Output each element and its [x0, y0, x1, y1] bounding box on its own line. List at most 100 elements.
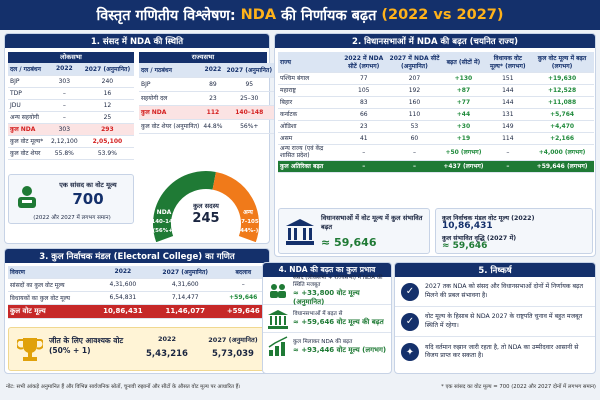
assembly-cell: 23 — [340, 120, 388, 133]
section-parliament-heading: 1. संसद में NDA की स्थिति — [5, 34, 269, 48]
donut-nda-arc — [153, 171, 216, 242]
assembly-col-value-gain: कुल वोट मूल्य में बढ़त (लगभग) — [530, 52, 594, 73]
rajyasabha-cell: 95 — [224, 77, 275, 92]
assembly-col-2027: 2027 में NDA सीटें (अनुमानित) — [387, 52, 442, 73]
footer-asterisk-note: * एक सांसद का वोट मूल्य = 700 (2022 और 2… — [441, 384, 596, 390]
mp-vote-value: 700 — [72, 190, 104, 208]
college-cell: 7,14,477 — [151, 291, 219, 305]
assembly-cell: +4,470 — [530, 120, 594, 133]
assembly-cell: 192 — [387, 84, 442, 97]
table-row: विधायकों का कुल वोट मूल्य 6,54,831 7,14,… — [8, 291, 268, 305]
loksabha-col-party: दल / गठबंधन — [8, 63, 48, 76]
assembly-cell: 149 — [485, 120, 531, 133]
rajyasabha-cell: कुल वोट शेयर (अनुमानित) — [139, 119, 202, 134]
assembly-cell: +19 — [441, 132, 486, 145]
college-gain-value: ≈ 59,646 — [442, 241, 488, 251]
donut-nda-range: 140-148 — [151, 219, 176, 225]
donut-other-arc — [212, 171, 259, 242]
mp-vote-note: (2022 और 2027 में लगभग समान) — [33, 215, 111, 221]
assembly-vote-gain-box: विधानसभाओं में वोट मूल्य में कुल संभावित… — [278, 208, 430, 254]
assembly-cell: असम — [278, 132, 340, 145]
mp-vote-label: एक सांसद का वोट मूल्य — [59, 181, 117, 189]
table-row: सहयोगी दल 23 25–30 — [139, 91, 275, 106]
donut-other-range: 97-105 — [237, 219, 259, 225]
growth-chart-icon — [268, 336, 288, 356]
section-impact-heading: 4. NDA की बढ़त का कुल प्रभाव — [263, 263, 391, 277]
rajyasabha-cell: सहयोगी दल — [139, 91, 202, 106]
table-row: JDU – 12 — [8, 99, 134, 112]
assembly-cell: – — [340, 160, 388, 173]
loksabha-col-2022: 2022 — [47, 63, 81, 76]
college-cell: 4,31,600 — [151, 278, 219, 292]
assembly-cell: पश्चिम बंगाल — [278, 72, 340, 85]
assembly-cell: +77 — [441, 96, 486, 109]
footer-note: नोट: सभी आंकड़े अनुमानित हैं और विभिन्न … — [6, 384, 241, 390]
assembly-cell: महाराष्ट्र — [278, 84, 340, 97]
title-nda: NDA — [240, 7, 277, 23]
college-2022-label: कुल निर्वाचक मंडल वोट मूल्य (2022) — [442, 215, 535, 222]
college-cell: सांसदों का कुल वोट मूल्य — [8, 278, 94, 292]
assembly-col-gain: बढ़त (सीटों में) — [441, 52, 486, 73]
assembly-vote-gain-value: ≈ 59,646 — [321, 236, 377, 249]
loksabha-cell: 303 — [47, 123, 81, 136]
impact-text: संसद (लोकसभा + राज्यसभा) में NDA की स्थि… — [293, 274, 383, 288]
rajyasabha-table: दल / गठबंधन 2022 2027 (अनुमानित) BJP 89 … — [139, 63, 275, 134]
conclusion-text: 2027 तक NDA को संसद और विधानसभाओं दोनों … — [425, 283, 584, 299]
assembly-cell: 41 — [340, 132, 388, 145]
college-cell: 11,46,077 — [151, 304, 219, 319]
loksabha-label: लोकसभा — [8, 52, 134, 63]
college-cell: विधायकों का कुल वोट मूल्य — [8, 291, 94, 305]
assembly-cell: +44 — [441, 108, 486, 121]
assembly-cell: +19,630 — [530, 72, 594, 85]
assembly-cell: 114 — [485, 132, 531, 145]
win-threshold-box: जीत के लिए आवश्यक वोट (50% + 1) 2022 5,4… — [8, 327, 268, 371]
loksabha-col-2027: 2027 (अनुमानित) — [80, 63, 134, 76]
assembly-cell: +59,646 (लगभग) — [530, 160, 594, 173]
impact-item-parliament: संसद (लोकसभा + राज्यसभा) में NDA की स्थि… — [263, 274, 391, 306]
college-col-2027: 2027 (अनुमानित) — [151, 266, 219, 279]
college-cell: +59,646 — [218, 304, 268, 319]
donut-nda-pct: (56%+) — [153, 228, 176, 234]
assembly-cell: कर्नाटक — [278, 108, 340, 121]
assembly-cell: +12,528 — [530, 84, 594, 97]
assembly-cell: – — [485, 144, 531, 161]
assembly-cell: 77 — [340, 72, 388, 85]
loksabha-cell: 55.8% — [47, 147, 81, 160]
conclusion-item: ✓ 2027 तक NDA को संसद और विधानसभाओं दोनो… — [395, 277, 595, 307]
rajyasabha-cell: 140–148 — [224, 105, 275, 120]
section-assemblies-heading: 2. विधानसभाओं में NDA की बढ़त (चयनित राज… — [275, 34, 595, 48]
loksabha-cell: अन्य सहयोगी — [8, 111, 48, 124]
loksabha-vote-row: कुल वोट मूल्य* 2,12,100 2,05,100 — [8, 135, 134, 148]
assembly-cell: +11,088 — [530, 96, 594, 109]
rajyasabha-label: राज्यसभा — [139, 52, 267, 63]
college-summary-box: कुल निर्वाचक मंडल वोट मूल्य (2022) 10,86… — [435, 208, 593, 254]
title-prefix: विस्तृत गणितीय विश्लेषण: — [96, 8, 236, 24]
voter-icon — [18, 186, 36, 208]
assembly-cell: +130 — [441, 72, 486, 85]
table-row: कर्नाटक 66 110 +44 131 +5,764 — [278, 108, 594, 121]
assembly-cell: +87 — [441, 84, 486, 97]
rajyasabha-col-party: दल / गठबंधन — [139, 63, 202, 78]
rajyasabha-cell: 112 — [201, 105, 225, 120]
loksabha-cell: – — [47, 111, 81, 124]
rajyasabha-donut-chart: कुल सदस्य 245 NDA 140-148 (56%+) अन्य 97… — [151, 171, 259, 242]
assembly-header-row: राज्य 2022 में NDA सीटें (लगभग) 2027 में… — [278, 52, 594, 73]
assembly-cell: ओडिशा — [278, 120, 340, 133]
page-title: विस्तृत गणितीय विश्लेषण: NDA की निर्णायक… — [0, 0, 600, 30]
win-2022-header: 2022 — [157, 335, 177, 343]
assembly-cell: 105 — [340, 84, 388, 97]
loksabha-cell: 16 — [80, 87, 134, 100]
assembly-cell: +30 — [441, 120, 486, 133]
section-conclusion-heading: 5. निष्कर्ष — [395, 263, 595, 277]
loksabha-cell: 2,05,100 — [80, 135, 134, 148]
table-row: BJP 89 95 — [139, 77, 275, 92]
win-2027-header: 2027 (अनुमानित) — [208, 336, 258, 344]
rajyasabha-cell: 89 — [201, 77, 225, 92]
assembly-cell: 160 — [387, 96, 442, 109]
assembly-cell: 53 — [387, 120, 442, 133]
donut-other-pct: (44%-) — [238, 228, 259, 234]
impact-value: ≈ +93,446 वोट मूल्य (लगभग) — [293, 346, 387, 354]
conclusion-item: ✦ यदि वर्तमान रुझान जारी रहता है, तो NDA… — [395, 337, 595, 367]
loksabha-cell: कुल वोट शेयर — [8, 147, 48, 160]
loksabha-cell: TDP — [8, 87, 48, 100]
